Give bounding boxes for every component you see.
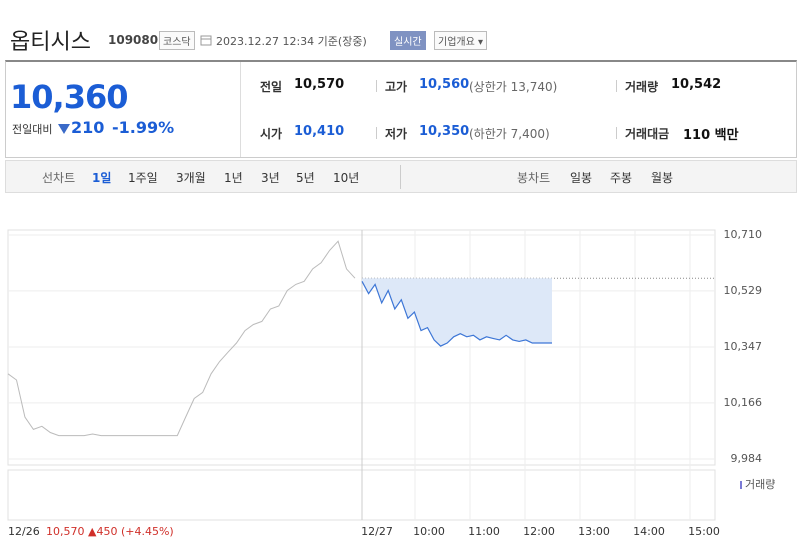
period-tab[interactable]: 일봉 <box>570 171 593 185</box>
period-tab[interactable]: 주봉 <box>610 171 633 185</box>
y-tick-label: 10,529 <box>724 284 763 297</box>
field-label: 거래량 <box>625 80 659 94</box>
y-tick-label: 9,984 <box>731 452 763 465</box>
field-label: 전일 <box>260 80 283 94</box>
down-arrow <box>58 124 70 134</box>
divider <box>240 62 241 157</box>
change-label: 전일대비 <box>12 123 53 136</box>
field-note: (하한가 7,400) <box>469 127 550 141</box>
tab-title: 봉차트 <box>517 171 551 185</box>
field-value: 10,560 <box>419 77 470 92</box>
field-note: (상한가 13,740) <box>469 80 558 94</box>
field-value: 10,570 <box>294 77 345 92</box>
period-tab[interactable]: 10년 <box>333 171 360 185</box>
x-tick-label: 12/26 <box>8 525 40 538</box>
today-area <box>362 278 552 347</box>
field-label: 거래대금 <box>625 127 670 141</box>
x-tick-label: 15:00 <box>688 525 720 538</box>
timestamp: 2023.12.27 12:34 기준(장중) <box>216 35 367 48</box>
tab-title: 선차트 <box>42 171 76 185</box>
stock-code: 109080 <box>108 33 159 47</box>
divider <box>400 165 401 189</box>
y-tick-label: 10,166 <box>724 396 763 409</box>
volume-legend: 거래량 <box>745 478 775 491</box>
market-badge: 코스닥 <box>159 31 195 50</box>
field-value: 10,410 <box>294 124 345 139</box>
prev-day-line <box>7 240 356 437</box>
period-tab[interactable]: 3개월 <box>176 171 206 185</box>
field-label: 고가 <box>385 80 408 94</box>
stock-name: 옵티시스 <box>10 30 91 55</box>
period-tab[interactable]: 1주일 <box>128 171 158 185</box>
divider <box>616 80 617 92</box>
divider <box>376 80 377 92</box>
company-info-label: 기업개요 <box>438 37 475 48</box>
divider <box>616 127 617 139</box>
calendar-icon <box>200 35 212 46</box>
price-text: 10,360 <box>10 78 128 116</box>
today-line <box>361 281 552 347</box>
field-value: 10,542 <box>671 77 722 92</box>
x-tick-label: 10:00 <box>413 525 445 538</box>
field-label: 시가 <box>260 127 283 141</box>
company-info-button[interactable]: 기업개요 ▾ <box>434 31 488 50</box>
realtime-badge[interactable]: 실시간 <box>390 31 426 50</box>
period-tab[interactable]: 3년 <box>261 171 280 185</box>
x-tick-label: 13:00 <box>578 525 610 538</box>
period-tab[interactable]: 1일 <box>92 171 112 185</box>
legend-swatch <box>740 481 742 489</box>
x-tick-label: 12/27 <box>361 525 393 538</box>
x-tick-label: 12:00 <box>523 525 555 538</box>
change-value: 210 <box>71 118 105 137</box>
x-tick-label: 14:00 <box>633 525 665 538</box>
field-value: 10,350 <box>419 124 470 139</box>
period-tab[interactable]: 1년 <box>224 171 243 185</box>
divider <box>376 127 377 139</box>
prev-close-note: 10,570 ▲450 (+4.45%) <box>46 525 174 538</box>
period-tab[interactable]: 월봉 <box>651 171 674 185</box>
y-tick-label: 10,710 <box>724 228 763 241</box>
x-tick-label: 11:00 <box>468 525 500 538</box>
field-label: 저가 <box>385 127 408 141</box>
current-price: 10,360 <box>10 78 128 116</box>
y-tick-label: 10,347 <box>724 340 763 353</box>
price-chart: 10,710 10,529 10,347 10,166 9,984 12/27 10:00 1… <box>7 228 775 538</box>
field-value: 110 백만 <box>683 128 739 143</box>
tab-bar <box>5 160 797 193</box>
change-pct: -1.99% <box>112 118 175 137</box>
period-tab[interactable]: 5년 <box>296 171 315 185</box>
